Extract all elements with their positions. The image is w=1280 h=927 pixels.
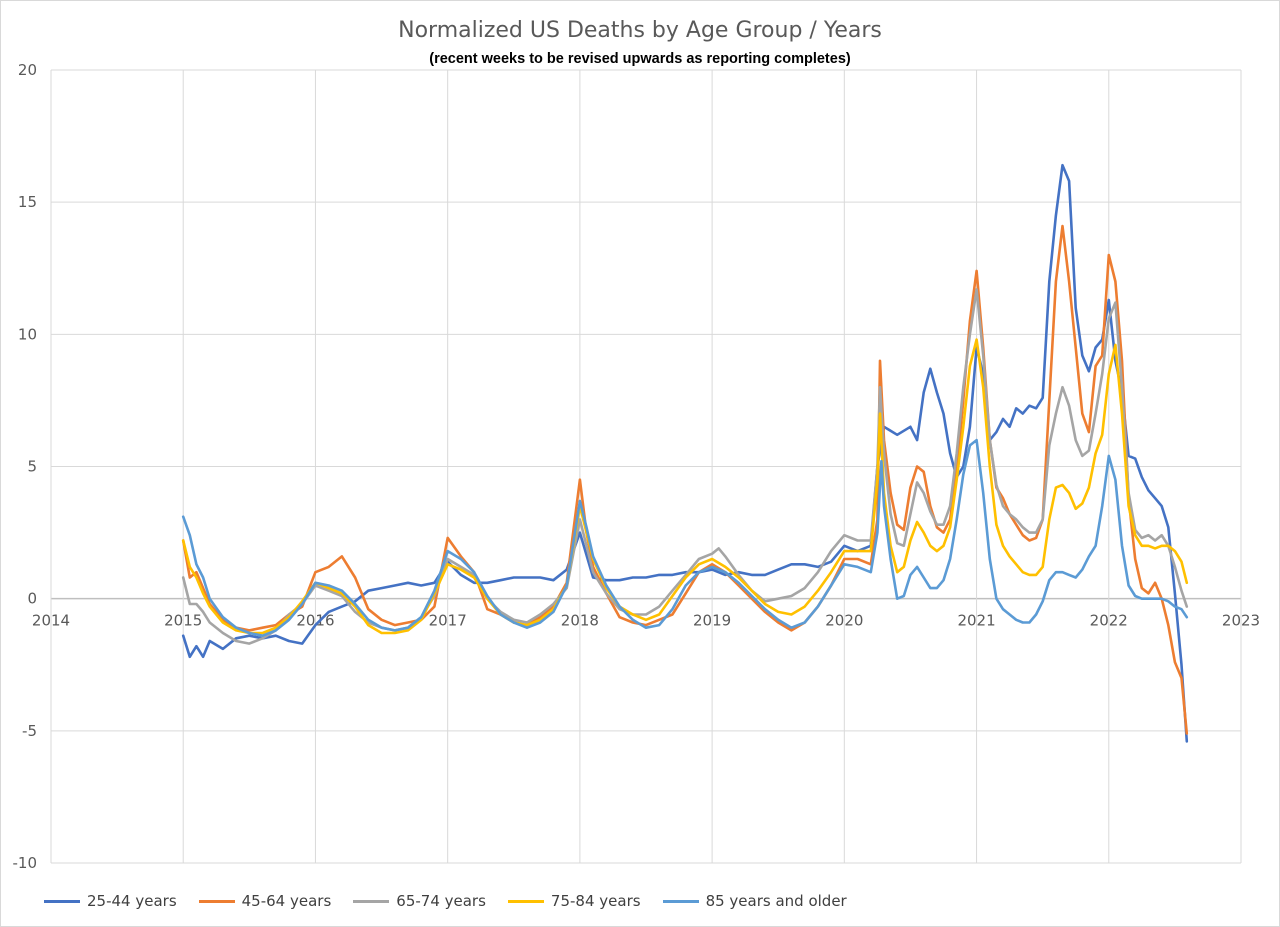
legend-swatch — [662, 899, 699, 903]
chart-title: Normalized US Deaths by Age Group / Year… — [398, 18, 882, 43]
series-layer — [181, 163, 1189, 743]
legend-swatch — [507, 899, 544, 903]
x-tick-label: 2020 — [825, 612, 863, 630]
legend-label: 75-84 years — [550, 892, 641, 910]
legend-label: 85 years and older — [705, 892, 847, 910]
x-tick-label: 2022 — [1090, 612, 1128, 630]
legend-label: 65-74 years — [396, 892, 486, 910]
x-tick-label: 2021 — [957, 612, 995, 630]
y-tick-label: 5 — [27, 458, 37, 476]
y-tick-label: -5 — [22, 722, 37, 740]
x-tick-label: 2015 — [164, 612, 202, 630]
series-line-4 — [181, 338, 1189, 635]
legend-swatch — [353, 899, 390, 903]
legend-label: 45-64 years — [241, 892, 332, 910]
legend-item-3: 65-74 years — [353, 892, 486, 910]
x-tick-label: 2017 — [429, 612, 467, 630]
series-line-2 — [181, 224, 1189, 735]
grid-layer — [50, 69, 1242, 864]
y-tick-label: 20 — [18, 61, 37, 79]
legend-swatch — [198, 899, 235, 903]
y-tick-label: -10 — [13, 854, 38, 872]
x-tick-label: 2014 — [32, 612, 70, 630]
legend-label: 25-44 years — [87, 892, 177, 910]
chart-subtitle: (recent weeks to be revised upwards as r… — [429, 51, 851, 67]
series-line-5 — [181, 438, 1189, 637]
y-tick-label: 10 — [18, 325, 37, 343]
series-line-1 — [181, 163, 1189, 743]
x-tick-label: 2023 — [1222, 612, 1260, 630]
legend-item-5: 85 years and older — [662, 892, 847, 910]
legend-item-1: 25-44 years — [44, 892, 177, 910]
legend-item-2: 45-64 years — [198, 892, 332, 910]
x-tick-label: 2019 — [693, 612, 731, 630]
legend-item-4: 75-84 years — [507, 892, 641, 910]
legend: 25-44 years 45-64 years 65-74 years 75-84 y… — [44, 891, 869, 911]
y-tick-label: 0 — [27, 590, 37, 608]
y-tick-label: 15 — [18, 193, 37, 211]
legend-swatch — [44, 899, 80, 903]
x-tick-label: 2018 — [561, 612, 599, 630]
